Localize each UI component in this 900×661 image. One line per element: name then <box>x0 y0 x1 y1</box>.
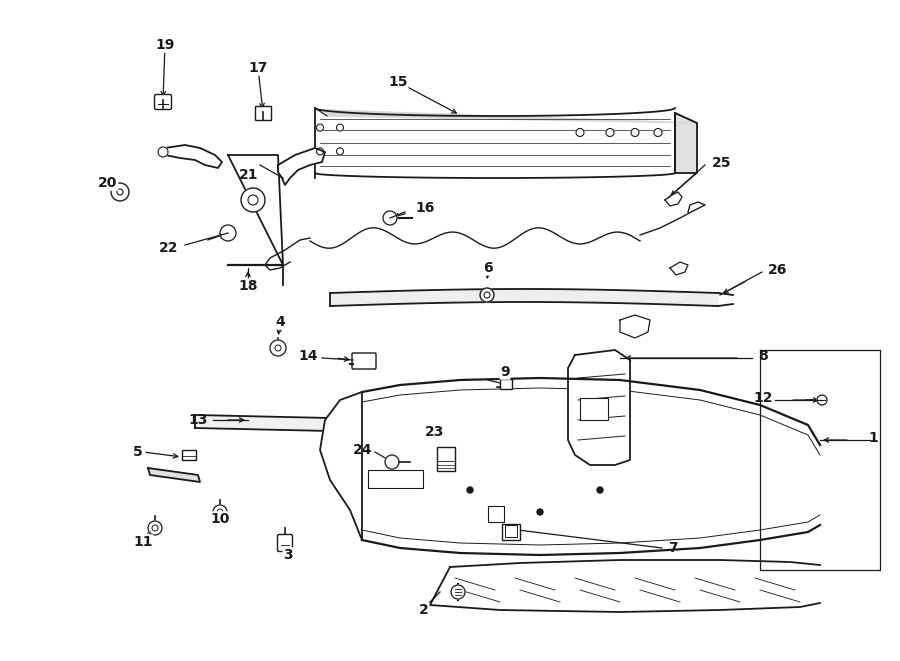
Circle shape <box>213 505 227 519</box>
Text: 24: 24 <box>353 443 372 457</box>
Bar <box>488 506 504 522</box>
Polygon shape <box>330 289 718 306</box>
Text: 4: 4 <box>275 315 285 329</box>
Polygon shape <box>315 108 697 123</box>
Bar <box>437 447 455 471</box>
Circle shape <box>241 188 265 212</box>
Circle shape <box>576 128 584 137</box>
Circle shape <box>451 585 465 599</box>
Circle shape <box>111 183 129 201</box>
Text: 18: 18 <box>238 279 257 293</box>
Text: 25: 25 <box>712 156 732 170</box>
Polygon shape <box>675 113 697 173</box>
Circle shape <box>275 345 281 351</box>
Circle shape <box>248 195 258 205</box>
Text: 15: 15 <box>388 75 408 89</box>
Text: 22: 22 <box>158 241 178 255</box>
Polygon shape <box>362 378 820 555</box>
Text: 26: 26 <box>768 263 788 277</box>
Polygon shape <box>228 155 283 265</box>
Text: 14: 14 <box>299 349 318 363</box>
Text: 3: 3 <box>284 548 292 562</box>
Text: 23: 23 <box>426 425 445 439</box>
Circle shape <box>484 292 490 298</box>
Bar <box>182 450 196 460</box>
Circle shape <box>606 128 614 137</box>
Circle shape <box>467 487 473 493</box>
Bar <box>500 379 512 389</box>
Text: 2: 2 <box>419 603 429 617</box>
Circle shape <box>158 147 168 157</box>
Text: 1: 1 <box>868 431 878 445</box>
Circle shape <box>148 521 162 535</box>
FancyBboxPatch shape <box>155 95 172 110</box>
Polygon shape <box>568 350 630 465</box>
Text: 20: 20 <box>98 176 118 190</box>
Circle shape <box>385 455 399 469</box>
Bar <box>368 470 423 488</box>
Circle shape <box>117 189 123 195</box>
Circle shape <box>337 124 344 131</box>
Text: 9: 9 <box>500 365 509 379</box>
Bar <box>502 524 520 540</box>
Circle shape <box>317 148 323 155</box>
Polygon shape <box>148 468 200 482</box>
Bar <box>580 398 608 420</box>
Circle shape <box>480 288 494 302</box>
Text: 16: 16 <box>415 201 435 215</box>
FancyBboxPatch shape <box>352 353 376 369</box>
Polygon shape <box>665 192 682 206</box>
Text: 6: 6 <box>483 261 493 275</box>
Polygon shape <box>163 145 222 168</box>
Circle shape <box>817 395 827 405</box>
Circle shape <box>383 211 397 225</box>
Circle shape <box>337 148 344 155</box>
Polygon shape <box>670 262 688 275</box>
Circle shape <box>270 340 286 356</box>
Text: 17: 17 <box>248 61 267 75</box>
Circle shape <box>537 509 543 515</box>
FancyBboxPatch shape <box>277 535 292 551</box>
Text: 5: 5 <box>133 445 143 459</box>
Text: 11: 11 <box>133 535 153 549</box>
Polygon shape <box>620 315 650 338</box>
Polygon shape <box>320 392 362 540</box>
Circle shape <box>317 124 323 131</box>
Text: 10: 10 <box>211 512 230 526</box>
Text: 19: 19 <box>156 38 175 52</box>
Circle shape <box>152 525 158 531</box>
Text: 12: 12 <box>753 391 773 405</box>
Circle shape <box>631 128 639 137</box>
Text: 8: 8 <box>758 349 768 363</box>
Text: 7: 7 <box>668 541 678 555</box>
Polygon shape <box>278 148 325 185</box>
Text: 13: 13 <box>189 413 208 427</box>
Circle shape <box>654 128 662 137</box>
Polygon shape <box>315 108 675 178</box>
Circle shape <box>220 225 236 241</box>
Polygon shape <box>430 560 820 612</box>
Circle shape <box>597 487 603 493</box>
Polygon shape <box>195 415 555 436</box>
Bar <box>505 525 517 537</box>
Circle shape <box>217 509 223 515</box>
Text: 21: 21 <box>238 168 258 182</box>
Bar <box>255 106 271 120</box>
